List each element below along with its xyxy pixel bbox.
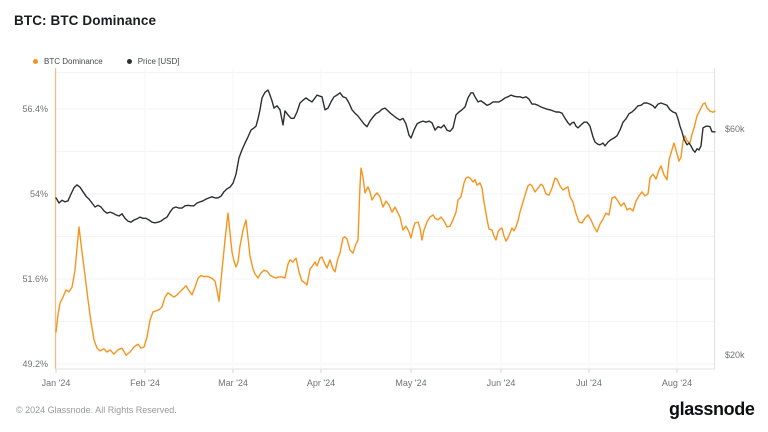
y-axis-label-left: 51.6% (22, 274, 48, 284)
legend-label-price-usd: Price [USD] (137, 57, 180, 66)
gridlines (55, 68, 715, 369)
y-axis-label-left: 49.2% (22, 359, 48, 370)
y-axis-label-right: $60k (725, 124, 745, 134)
x-axis-label: Jan '24 (41, 378, 71, 388)
glassnode-logo: glassnode (669, 399, 755, 419)
x-axis-label: Jul '24 (576, 378, 602, 388)
x-axis-label: May '24 (395, 378, 427, 388)
series-lines (55, 89, 716, 356)
plot-borders (54, 68, 715, 373)
legend-label-btc-dominance: BTC Dominance (44, 57, 103, 66)
legend-dot-black-icon (126, 59, 132, 64)
y-axis-label-right: $20k (725, 350, 745, 360)
y-axis-label-left: 54% (29, 189, 48, 199)
legend: BTC Dominance Price [USD] (33, 57, 179, 66)
copyright-text: © 2024 Glassnode. All Rights Reserved. (16, 405, 177, 415)
page-title: BTC: BTC Dominance (14, 13, 157, 28)
legend-dot-orange-icon (33, 59, 38, 64)
x-axis-label: Mar '24 (218, 378, 248, 388)
dominance-line (55, 102, 716, 356)
x-axis-label: Apr '24 (306, 378, 336, 388)
x-axis-label: Jun '24 (486, 378, 516, 388)
legend-item-price-usd[interactable]: Price [USD] (126, 57, 180, 66)
legend-item-btc-dominance[interactable]: BTC Dominance (33, 57, 103, 66)
x-axis-label: Aug '24 (661, 378, 693, 388)
price-line (55, 89, 716, 224)
y-axis-label-left: 56.4% (22, 103, 48, 114)
x-axis-label: Feb '24 (130, 378, 160, 388)
